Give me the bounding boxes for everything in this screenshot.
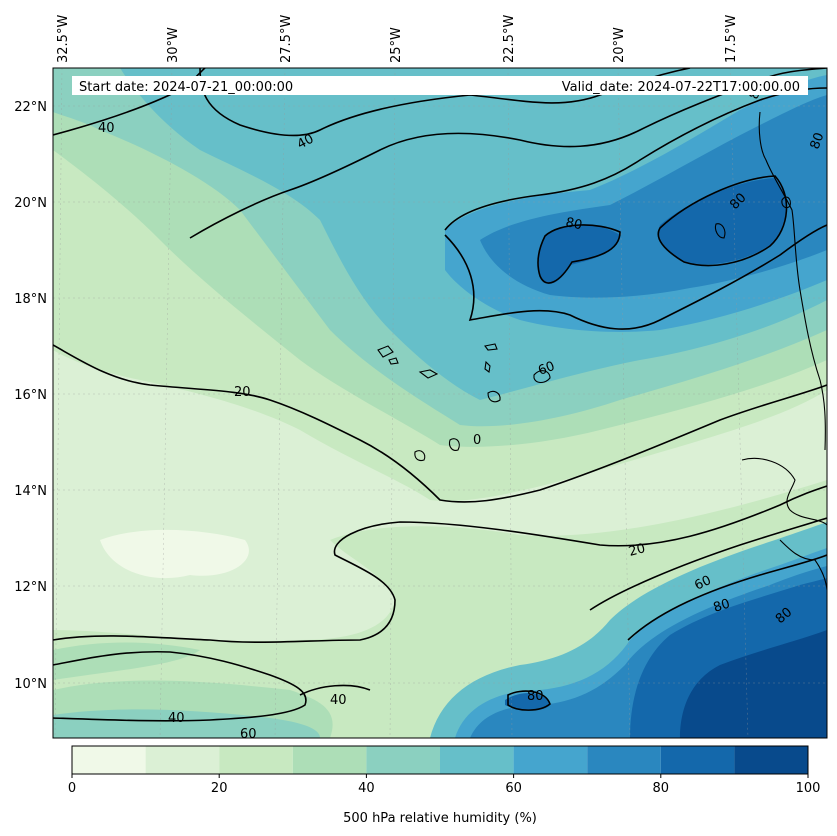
colorbar-tick-label: 60: [505, 781, 522, 796]
band-0-10-patch: [100, 529, 249, 579]
colorbar-swatch: [292, 746, 367, 774]
graticule: [53, 68, 827, 738]
colorbar-swatch: [660, 746, 735, 774]
contour-labels: 40 40 80 80 20 60 0 20 60 80 80 40 40 60…: [98, 81, 828, 742]
lon-label: 30°W: [166, 27, 181, 63]
contour-label: 40: [330, 693, 347, 708]
contour-label: 40: [295, 132, 317, 153]
lat-label: 18°N: [14, 292, 47, 307]
coastline: [377, 111, 827, 591]
colorbar-tick-label: 0: [68, 781, 76, 796]
colorbar-tick-label: 20: [211, 781, 228, 796]
contour-label: 60: [240, 727, 257, 742]
contour-label: 40: [168, 711, 185, 726]
colorbar-swatch: [72, 746, 146, 774]
lat-label: 16°N: [14, 388, 47, 403]
lat-label: 10°N: [14, 677, 47, 692]
header-box: [72, 76, 808, 95]
lat-label: 14°N: [14, 484, 47, 499]
contour-label: 20: [234, 385, 251, 400]
contour-label: 80: [564, 215, 583, 233]
colorbar-ticks: 0 20 40 60 80 100: [68, 774, 821, 796]
lat-label: 20°N: [14, 196, 47, 211]
lon-label: 27.5°W: [279, 15, 294, 63]
lon-label: 17.5°W: [724, 15, 739, 63]
lon-label: 20°W: [612, 27, 627, 63]
band-80-90-b: [658, 178, 786, 265]
colorbar-swatch: [734, 746, 808, 774]
contour-label: 60: [536, 359, 557, 379]
contour-label: 20: [627, 541, 647, 560]
lat-label: 22°N: [14, 100, 47, 115]
lat-labels: 22°N 20°N 18°N 16°N 14°N 12°N 10°N: [14, 100, 47, 692]
colorbar-label: 500 hPa relative humidity (%): [343, 811, 537, 826]
lon-label: 22.5°W: [502, 15, 517, 63]
contour-label: 60: [692, 573, 713, 594]
contour-label: 80: [808, 131, 828, 152]
colorbar-swatch: [219, 746, 293, 774]
band-80-90-a: [537, 224, 620, 284]
colorbar-tick-label: 40: [358, 781, 375, 796]
colorbar-swatch: [513, 746, 588, 774]
map-frame: [52, 67, 828, 739]
contour-label: 0: [473, 433, 481, 448]
colorbar-swatch: [587, 746, 661, 774]
colorbar-tick-label: 100: [796, 781, 821, 796]
lon-labels: 32.5°W 30°W 27.5°W 25°W 22.5°W 20°W 17.5…: [56, 15, 739, 63]
humidity-field: 40 40 80 80 20 60 0 20 60 80 80 40 40 60…: [53, 68, 828, 742]
start-date: Start date: 2024-07-21_00:00:00: [79, 80, 293, 95]
band-80-90-small: [505, 693, 550, 711]
contour-label: 80: [712, 596, 732, 615]
colorbar-swatch: [440, 746, 514, 774]
lat-label: 12°N: [14, 580, 47, 595]
colorbar: [72, 746, 808, 774]
contour-label: 80: [527, 689, 544, 704]
colorbar-swatch: [366, 746, 440, 774]
contour-label: 40: [98, 121, 115, 136]
band-90-100-se: [680, 630, 827, 738]
colorbar-frame: [71, 745, 809, 775]
colorbar-tick-label: 80: [653, 781, 670, 796]
lon-label: 32.5°W: [56, 15, 71, 63]
valid-date: Valid_date: 2024-07-22T17:00:00.00: [562, 80, 800, 95]
lon-label: 25°W: [389, 27, 404, 63]
colorbar-swatch: [145, 746, 220, 774]
